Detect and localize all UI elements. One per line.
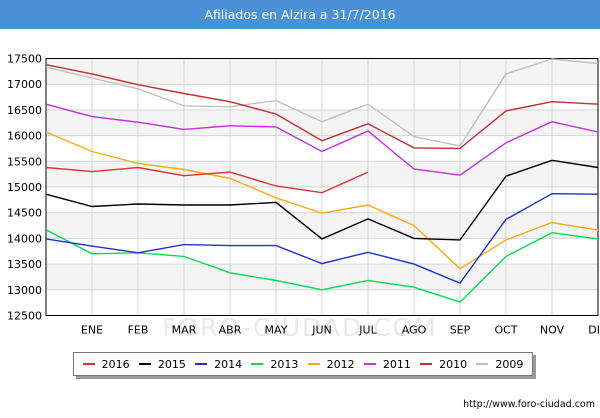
x-tick-labels: ENE FEB MAR ABR MAY JUN JUL AGO SEP OCT NOV DIC xyxy=(81,324,600,337)
legend-swatch xyxy=(138,363,151,365)
y-tick-label: 16000 xyxy=(7,130,42,143)
legend-item-2015: 2015 xyxy=(138,357,186,371)
legend-swatch xyxy=(363,363,376,365)
x-tick-label: NOV xyxy=(540,324,565,337)
legend-swatch xyxy=(476,363,489,365)
legend-item-2014: 2014 xyxy=(195,358,242,371)
legend-label: 2014 xyxy=(214,357,243,371)
x-tick-label: JUN xyxy=(311,324,332,337)
legend-item-2012: 2012 xyxy=(307,357,355,371)
y-tick-labels: 12500 13000 13500 14000 14500 15000 15500 16000… xyxy=(7,53,42,323)
series-line-2009 xyxy=(45,58,599,147)
series-line-2015 xyxy=(45,159,599,241)
y-tick-label: 17500 xyxy=(7,53,42,66)
y-tick-label: 14000 xyxy=(7,232,42,245)
legend-swatch xyxy=(251,363,264,365)
x-tick-label: MAR xyxy=(172,324,197,337)
y-tick-label: 15000 xyxy=(7,181,42,194)
legend-item-2009: 2009 xyxy=(476,358,523,371)
legend: 2016 2015 2014 2013 2012 2011 2010 2009 xyxy=(73,352,533,376)
y-tick-label: 12500 xyxy=(7,310,42,323)
legend-item-2010: 2010 xyxy=(420,358,467,371)
x-tick-label: DIC xyxy=(588,324,600,337)
legend-label: 2012 xyxy=(326,357,355,371)
series-line-2011 xyxy=(45,103,599,176)
chart-title: Afiliados en Alzira a 31/7/2016 xyxy=(0,0,600,29)
x-tick-label: ENE xyxy=(81,324,103,337)
x-tick-label: JUL xyxy=(358,324,377,337)
x-tick-label: AGO xyxy=(402,324,427,337)
legend-swatch xyxy=(307,363,320,365)
x-tick-label: FEB xyxy=(128,324,149,337)
x-tick-label: MAY xyxy=(265,324,288,337)
x-tick-label: OCT xyxy=(494,324,517,337)
legend-label: 2013 xyxy=(270,357,299,371)
y-tick-label: 13500 xyxy=(7,258,42,271)
legend-label: 2011 xyxy=(382,357,411,371)
series-line-2016 xyxy=(45,166,369,194)
series-line-2014 xyxy=(45,192,599,284)
series-line-2012 xyxy=(45,131,599,270)
series-line-2010 xyxy=(45,64,599,150)
plot-frame xyxy=(45,58,599,316)
y-tick-label: 16500 xyxy=(7,104,42,117)
legend-item-2016: 2016 xyxy=(82,357,130,371)
legend-swatch xyxy=(82,363,95,365)
y-tick-label: 15500 xyxy=(7,155,42,168)
watermark: FORO-CIUDAD.COM xyxy=(162,313,438,342)
x-tick-label: SEP xyxy=(450,324,471,337)
source-url[interactable]: http://www.foro-ciudad.com xyxy=(463,399,595,410)
legend-label: 2010 xyxy=(439,357,468,371)
legend-label: 2015 xyxy=(157,357,186,371)
legend-item-2011: 2011 xyxy=(363,357,411,371)
legend-label: 2009 xyxy=(495,357,524,371)
y-tick-label: 13000 xyxy=(7,284,42,297)
series-layer xyxy=(45,58,599,303)
x-tick-label: ABR xyxy=(219,324,242,337)
y-tick-label: 14500 xyxy=(7,207,42,220)
line-chart: 12500 13000 13500 14000 14500 15000 15500 16000… xyxy=(7,53,600,337)
legend-item-2013: 2013 xyxy=(251,358,298,371)
legend-label: 2016 xyxy=(101,357,130,371)
legend-swatch xyxy=(420,363,433,365)
y-tick-label: 17000 xyxy=(7,78,42,91)
legend-swatch xyxy=(195,363,208,365)
